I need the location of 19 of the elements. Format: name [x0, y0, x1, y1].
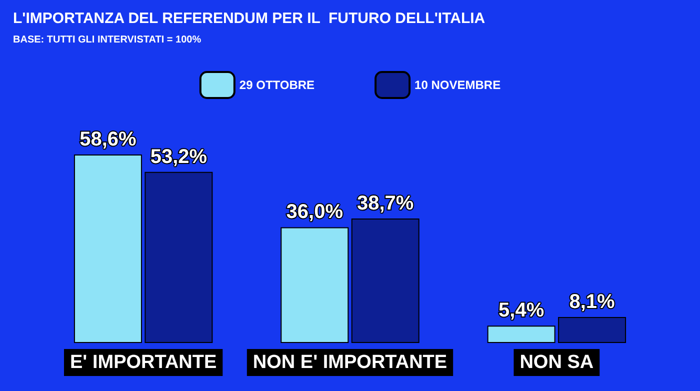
- legend-label: 10 NOVEMBRE: [414, 78, 501, 92]
- bar: [280, 227, 349, 343]
- bar: [74, 154, 142, 343]
- legend-label: 29 OTTOBRE: [239, 78, 315, 92]
- x-tick-label: NON SA: [520, 352, 594, 373]
- bar: [487, 326, 556, 343]
- x-tick-label: NON E' IMPORTANTE: [252, 352, 448, 373]
- data-label: 8,1%: [569, 290, 616, 313]
- data-label: 53,2%: [150, 146, 208, 168]
- bar: [351, 218, 420, 343]
- bar: [144, 172, 213, 343]
- x-tick-label: E' IMPORTANTE: [70, 352, 217, 373]
- chart-subtitle: BASE: TUTTI GLI INTERVISTATI = 100%: [13, 34, 202, 46]
- data-label: 38,7%: [357, 192, 414, 215]
- data-label: 58,6%: [80, 128, 137, 151]
- data-label: 36,0%: [286, 201, 344, 224]
- chart-title: L'IMPORTANZA DEL REFERENDUM PER IL FUTURO DELL'ITALIA: [13, 10, 486, 27]
- bar: [558, 316, 626, 343]
- data-label: 5,4%: [498, 300, 544, 322]
